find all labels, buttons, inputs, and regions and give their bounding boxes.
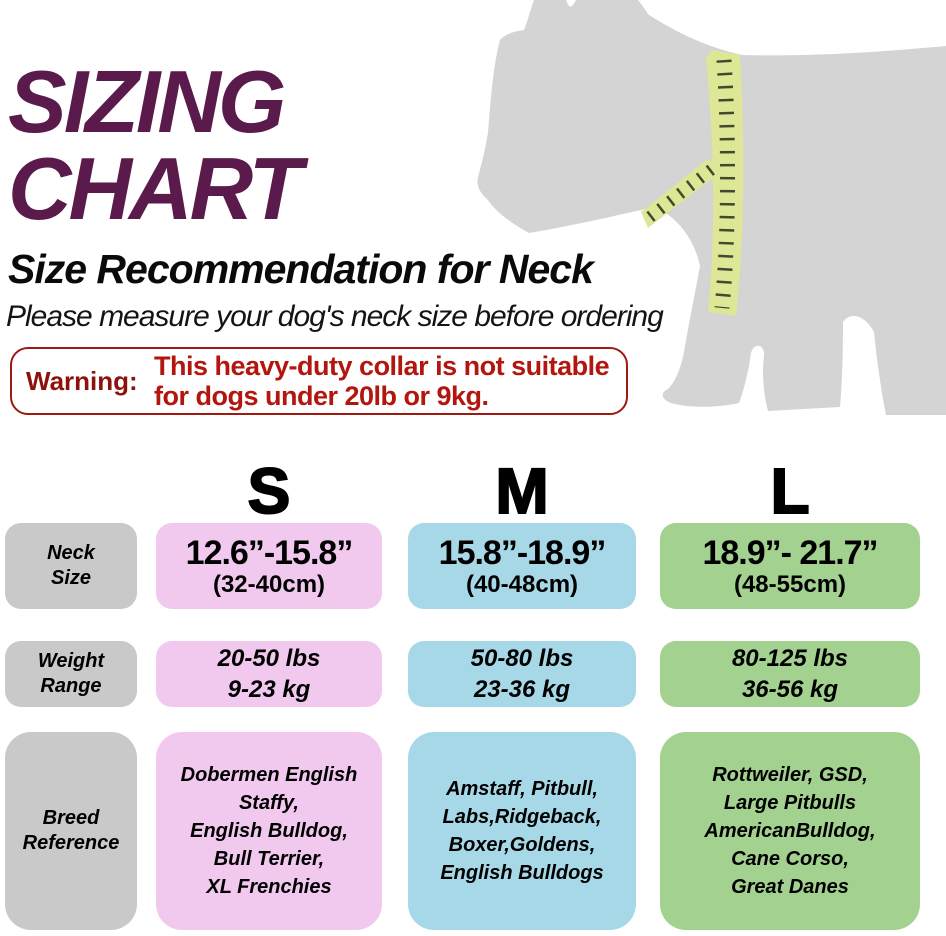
neck-size-l-cm: (48-55cm)	[733, 571, 847, 598]
neck-size-m-inches: 15.8”-18.9”	[438, 534, 607, 572]
dog-body-shape	[477, 0, 946, 415]
measuring-tape-ticks-diagonal	[646, 164, 716, 222]
page-subtitle: Size Recommendation for Neck	[8, 246, 594, 292]
row-label-neck-size: Neck Size	[5, 523, 137, 609]
sizing-table: S M L Neck Size 12.6”-15.8” (32-40cm) 15…	[5, 455, 920, 930]
table-row-weight-range: Weight Range 20-50 lbs 9-23 kg 50-80 lbs…	[5, 641, 920, 707]
row-label-breed-reference: Breed Reference	[5, 732, 137, 930]
dog-silhouette-graphic	[477, 0, 946, 415]
neck-size-l-inches: 18.9”- 21.7”	[702, 534, 878, 572]
size-header-l: L	[769, 455, 810, 527]
breed-reference-cell-s: Dobermen English Staffy, English Bulldog…	[156, 732, 382, 930]
breed-reference-cell-m: Amstaff, Pitbull, Labs,Ridgeback, Boxer,…	[408, 732, 636, 930]
neck-size-cell-m: 15.8”-18.9” (40-48cm)	[408, 523, 636, 609]
weight-range-cell-s: 20-50 lbs 9-23 kg	[156, 641, 382, 707]
neck-size-s-inches: 12.6”-15.8”	[185, 534, 354, 572]
table-row-neck-size: Neck Size 12.6”-15.8” (32-40cm) 15.8”-18…	[5, 523, 920, 609]
warning-callout: Warning: This heavy-duty collar is not s…	[10, 347, 628, 415]
measure-note: Please measure your dog's neck size befo…	[6, 300, 664, 333]
neck-size-m-cm: (40-48cm)	[465, 571, 579, 598]
warning-message: This heavy-duty collar is not suitable f…	[154, 351, 610, 411]
neck-size-s-cm: (32-40cm)	[212, 571, 326, 598]
neck-size-cell-s: 12.6”-15.8” (32-40cm)	[156, 523, 382, 609]
page-title: SIZING CHART	[8, 52, 302, 238]
warning-label: Warning:	[26, 365, 138, 396]
weight-range-cell-l: 80-125 lbs 36-56 kg	[660, 641, 920, 707]
measuring-tape-vertical	[706, 50, 744, 316]
page-title-line2: CHART	[8, 139, 302, 238]
size-header-row: S M L	[5, 455, 920, 527]
size-header-m: M	[494, 455, 549, 527]
neck-size-cell-l: 18.9”- 21.7” (48-55cm)	[660, 523, 920, 609]
size-header-s: S	[247, 455, 292, 527]
page-title-line1: SIZING	[8, 52, 286, 151]
weight-range-cell-m: 50-80 lbs 23-36 kg	[408, 641, 636, 707]
breed-reference-cell-l: Rottweiler, GSD, Large Pitbulls American…	[660, 732, 920, 930]
row-label-weight-range: Weight Range	[5, 641, 137, 707]
table-row-breed-reference: Breed Reference Dobermen English Staffy,…	[5, 732, 920, 930]
